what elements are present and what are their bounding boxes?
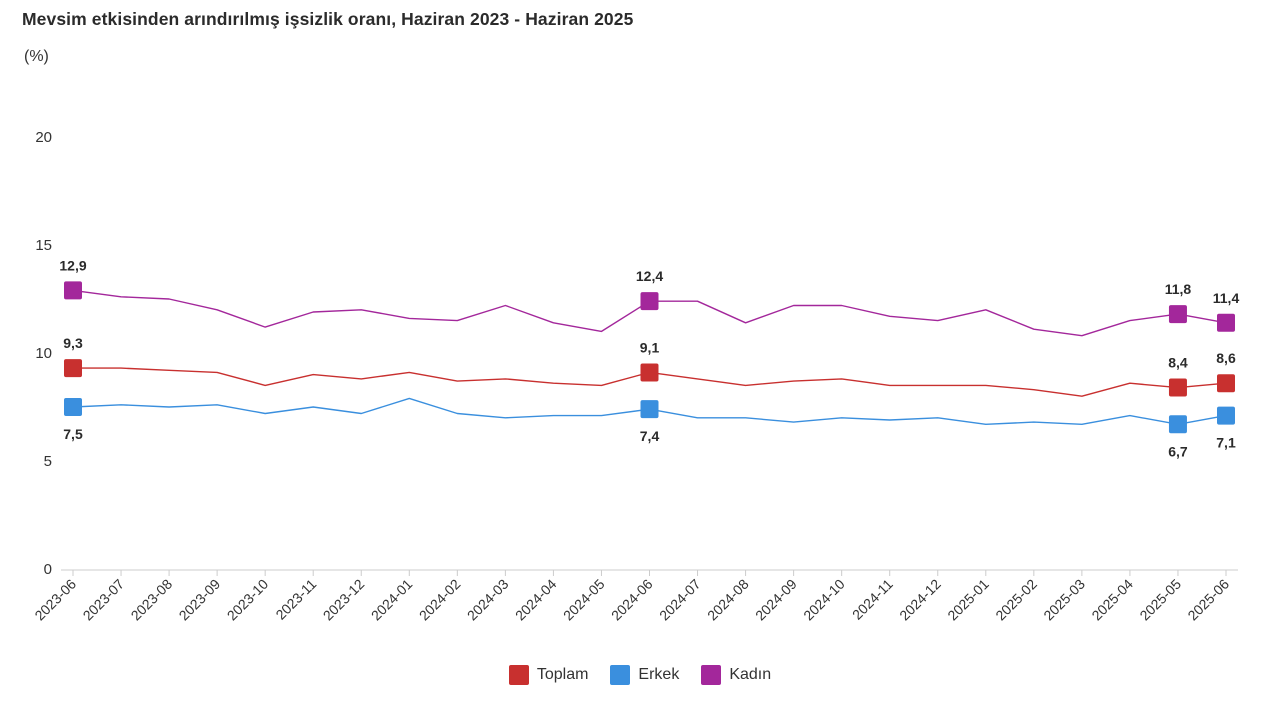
x-tick-label: 2024-09: [752, 576, 800, 624]
data-label-erkek: 6,7: [1168, 443, 1188, 459]
x-tick-label: 2023-06: [31, 576, 79, 624]
chart-title: Mevsim etkisinden arındırılmış işsizlik …: [22, 9, 634, 29]
x-axis-ticks: 2023-06 2023-07 2023-08 2023-09 2023-10 2023-…: [31, 570, 1232, 623]
y-tick-label: 20: [35, 129, 52, 146]
data-label-kad-n: 12,9: [59, 257, 86, 273]
legend: Toplam Erkek Kadın: [0, 665, 1280, 685]
x-tick-label: 2025-03: [1040, 576, 1088, 624]
x-tick-label: 2024-06: [608, 576, 656, 624]
x-tick-label: 2024-11: [849, 576, 896, 623]
legend-swatch: [508, 665, 529, 685]
data-label-toplam: 8,4: [1168, 355, 1188, 371]
y-tick-label: 10: [35, 345, 52, 362]
marker-kad-n: [640, 292, 659, 311]
x-tick-label: 2024-07: [656, 576, 704, 624]
x-tick-label: 2025-04: [1088, 576, 1136, 624]
legend-label: Kadın: [729, 666, 772, 683]
marker-erkek: [1217, 406, 1235, 425]
data-label-toplam: 9,1: [640, 339, 660, 355]
data-label-kad-n: 12,4: [636, 268, 663, 284]
legend-swatch: [701, 665, 722, 685]
data-label-toplam: 8,6: [1216, 350, 1236, 366]
y-tick-label: 5: [44, 453, 52, 470]
data-label-kad-n: 11,4: [1213, 290, 1240, 306]
data-label-toplam: 9,3: [63, 335, 83, 351]
x-tick-label: 2024-01: [368, 576, 416, 624]
data-label-erkek: 7,1: [1216, 435, 1236, 451]
x-tick-label: 2025-05: [1136, 576, 1184, 624]
legend-item-erkek[interactable]: Erkek: [610, 665, 679, 685]
series-markers: [64, 281, 1235, 434]
marker-toplam: [640, 363, 659, 382]
marker-kad-n: [1217, 313, 1235, 332]
y-axis-unit-label: (%): [24, 48, 49, 65]
legend-label: Erkek: [638, 666, 680, 683]
x-tick-label: 2023-08: [128, 576, 176, 624]
legend-item-toplam[interactable]: Toplam: [508, 665, 589, 685]
marker-erkek: [64, 398, 82, 416]
legend-swatch: [610, 665, 631, 685]
x-tick-label: 2024-03: [464, 576, 512, 624]
marker-toplam: [1217, 374, 1235, 393]
y-axis-ticks: 0 5 10 15 20: [35, 129, 52, 578]
legend-label: Toplam: [536, 666, 589, 683]
marker-toplam: [1168, 378, 1187, 397]
marker-kad-n: [1168, 305, 1187, 324]
y-tick-label: 15: [35, 237, 52, 254]
x-tick-label: 2025-02: [992, 576, 1040, 624]
x-tick-label: 2023-07: [80, 576, 128, 624]
x-tick-label: 2024-12: [896, 576, 944, 624]
legend-item-kad-n[interactable]: Kadın: [701, 665, 771, 685]
x-tick-label: 2024-05: [560, 576, 608, 624]
marker-erkek: [1168, 415, 1187, 434]
data-label-erkek: 7,5: [63, 426, 83, 442]
x-tick-label: 2023-09: [176, 576, 224, 624]
x-tick-label: 2024-04: [512, 576, 560, 624]
data-label-erkek: 7,4: [640, 428, 660, 444]
x-tick-label: 2023-12: [320, 576, 368, 624]
x-tick-label: 2025-06: [1184, 576, 1232, 624]
x-tick-label: 2023-10: [224, 576, 272, 624]
x-tick-label: 2024-08: [704, 576, 752, 624]
x-tick-label: 2024-10: [800, 576, 848, 624]
marker-erkek: [640, 400, 659, 419]
marker-toplam: [64, 359, 82, 378]
y-tick-label: 0: [44, 561, 52, 578]
x-tick-label: 2025-01: [944, 576, 992, 624]
data-labels: 9,3 9,1 8,4 8,6 7,5 7,4 6,7 7,1 12,9 12,4 11,8 11,4: [59, 257, 1239, 459]
data-label-kad-n: 11,8: [1165, 281, 1192, 297]
x-tick-label: 2023-11: [272, 576, 319, 623]
x-tick-label: 2024-02: [416, 576, 464, 624]
marker-kad-n: [64, 281, 82, 300]
